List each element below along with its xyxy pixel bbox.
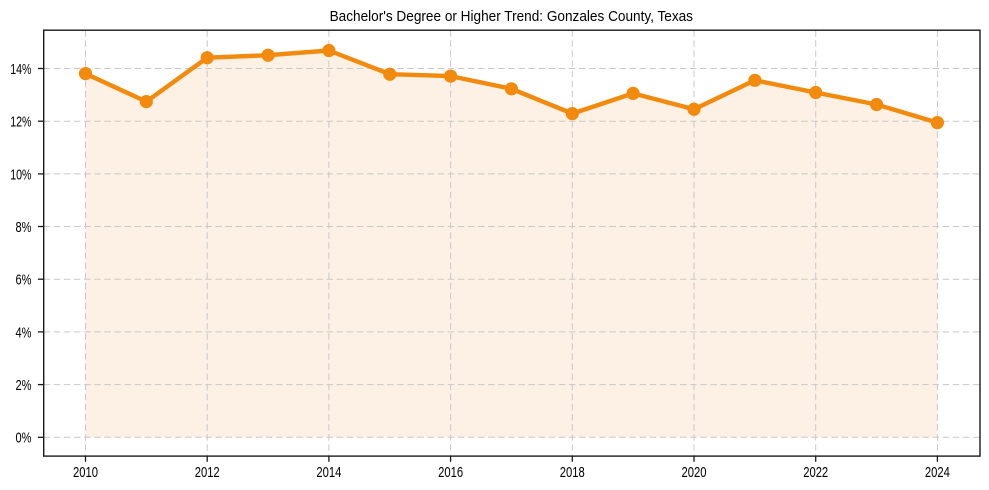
svg-text:2018: 2018 — [560, 464, 585, 481]
svg-text:2016: 2016 — [438, 464, 463, 481]
svg-text:4%: 4% — [16, 324, 32, 341]
svg-text:2014: 2014 — [316, 464, 341, 481]
svg-text:2010: 2010 — [73, 464, 98, 481]
svg-text:2024: 2024 — [925, 464, 950, 481]
svg-text:2022: 2022 — [803, 464, 828, 481]
svg-text:0%: 0% — [16, 430, 32, 447]
svg-text:6%: 6% — [16, 272, 32, 289]
svg-text:10%: 10% — [10, 166, 31, 183]
svg-text:2%: 2% — [16, 377, 32, 394]
svg-text:8%: 8% — [16, 219, 32, 236]
svg-text:12%: 12% — [10, 114, 31, 131]
svg-text:2012: 2012 — [195, 464, 220, 481]
svg-text:2020: 2020 — [682, 464, 707, 481]
svg-text:Bachelor's Degree or Higher Tr: Bachelor's Degree or Higher Trend: Gonza… — [330, 8, 693, 25]
svg-text:14%: 14% — [10, 61, 31, 78]
